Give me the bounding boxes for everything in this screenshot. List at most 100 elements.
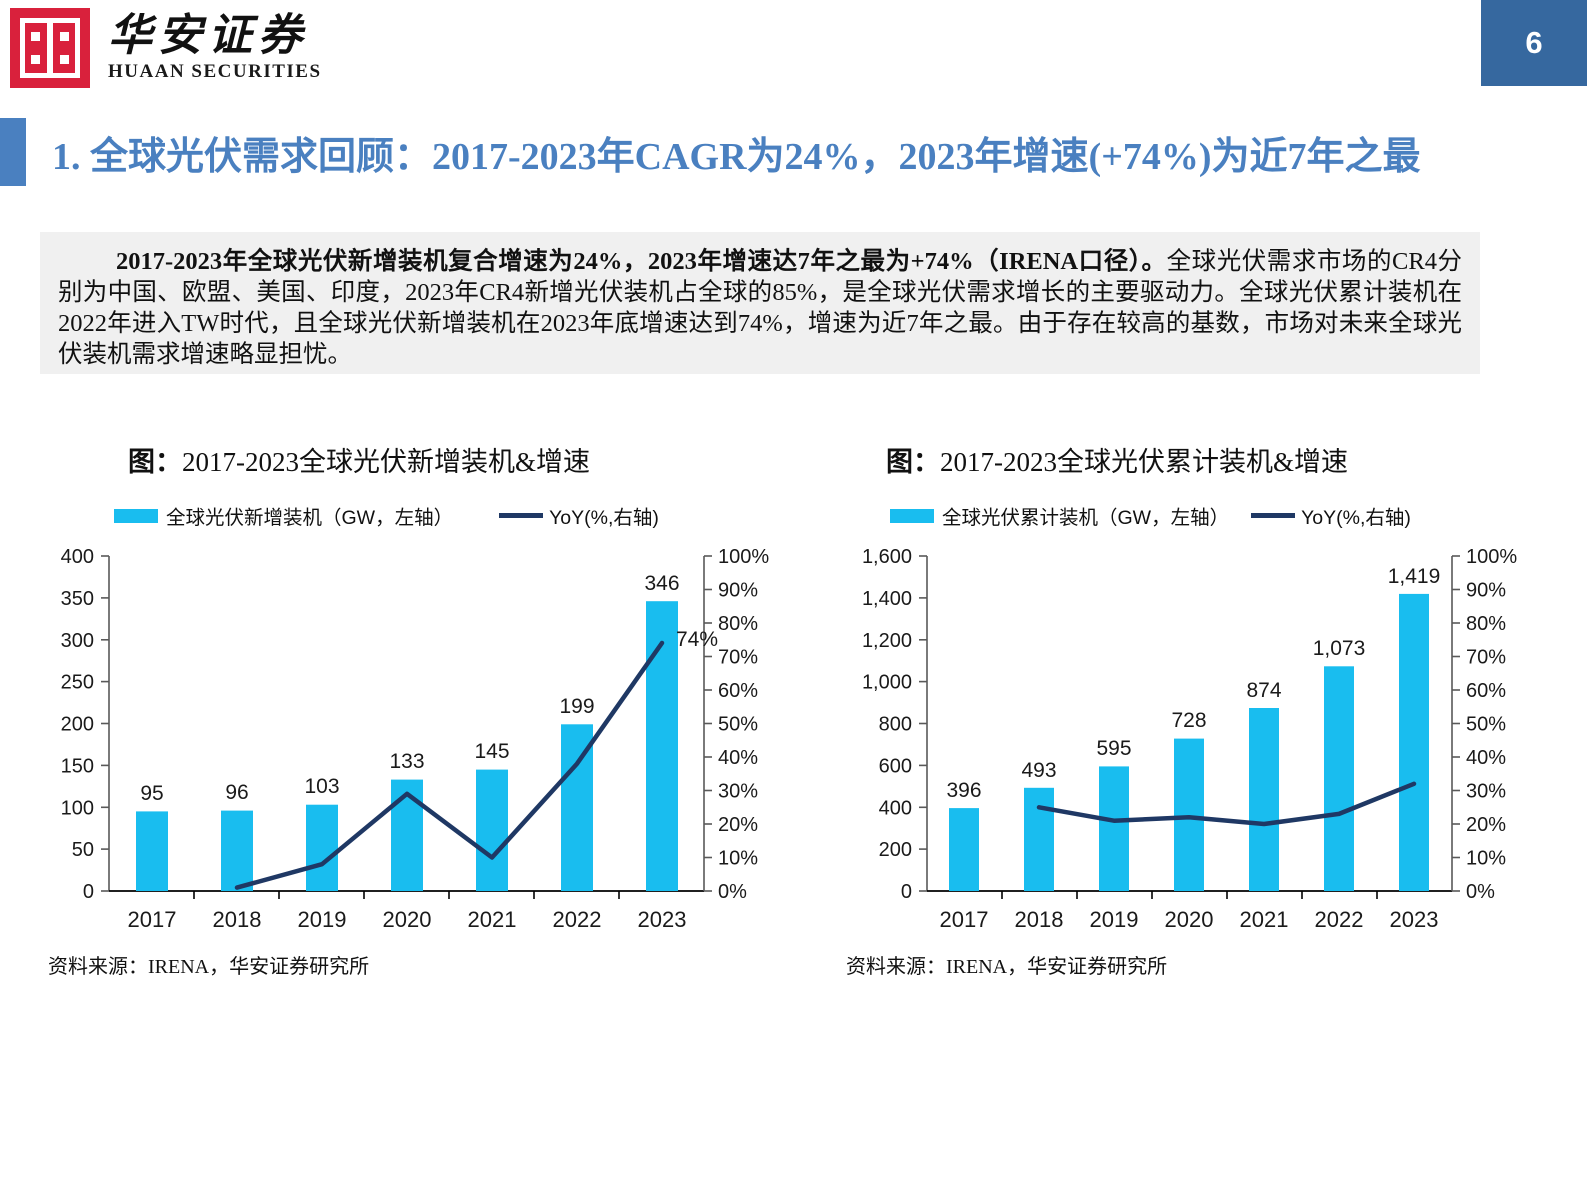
svg-text:90%: 90% (718, 580, 758, 602)
svg-text:1,200: 1,200 (862, 630, 912, 652)
svg-text:50: 50 (72, 839, 94, 861)
svg-text:2021: 2021 (468, 907, 517, 932)
legend-bar-swatch-icon (114, 508, 158, 523)
svg-text:70%: 70% (1466, 647, 1506, 669)
legend-line-label-left: YoY(%,右轴) (549, 507, 659, 529)
chart-title-left-text: 2017-2023全球光伏新增装机&增速 (182, 447, 590, 477)
bar-series-left (136, 601, 678, 891)
legend-line-swatch-icon (1251, 513, 1296, 518)
svg-text:728: 728 (1171, 709, 1206, 732)
svg-text:1,419: 1,419 (1388, 565, 1441, 588)
svg-text:874: 874 (1246, 679, 1281, 702)
svg-text:100: 100 (61, 797, 94, 819)
svg-text:1,400: 1,400 (862, 588, 912, 610)
svg-text:199: 199 (559, 695, 594, 718)
svg-text:0%: 0% (718, 881, 747, 903)
svg-text:103: 103 (304, 775, 339, 798)
svg-text:60%: 60% (1466, 680, 1506, 702)
brand-logo: 华安证券 HUAAN SECURITIES (10, 8, 322, 88)
svg-text:493: 493 (1021, 759, 1056, 782)
legend-line-swatch-icon (499, 513, 544, 518)
chart-legend-right: 全球光伏累计装机（GW，左轴） YoY(%,右轴) (812, 501, 1572, 530)
svg-text:80%: 80% (718, 613, 758, 635)
legend-bar-label-left: 全球光伏新增装机（GW，左轴） (166, 507, 454, 529)
chart-title-left-prefix: 图： (128, 447, 182, 477)
chart-title-right: 图：2017-2023全球光伏累计装机&增速 (812, 440, 1572, 479)
svg-text:300: 300 (61, 630, 94, 652)
svg-text:20%: 20% (718, 814, 758, 836)
svg-text:100%: 100% (1466, 546, 1517, 568)
svg-text:0: 0 (83, 881, 94, 903)
svg-text:200: 200 (879, 839, 912, 861)
svg-text:150: 150 (61, 755, 94, 777)
svg-text:2023: 2023 (1390, 907, 1439, 932)
svg-text:400: 400 (879, 797, 912, 819)
svg-text:2019: 2019 (298, 907, 347, 932)
svg-text:0%: 0% (1466, 881, 1495, 903)
svg-text:100%: 100% (718, 546, 769, 568)
chart-plot-left: 400 350 300 250 200 150 100 50 0 (24, 546, 784, 936)
svg-text:2023: 2023 (638, 907, 687, 932)
svg-text:60%: 60% (718, 680, 758, 702)
svg-text:2020: 2020 (1165, 907, 1214, 932)
svg-text:40%: 40% (1466, 747, 1506, 769)
x-axis-labels-right: 2017 2018 2019 2020 2021 2022 2023 (940, 907, 1439, 932)
svg-text:2017: 2017 (940, 907, 989, 932)
page-number-badge: 6 (1481, 0, 1587, 86)
svg-text:800: 800 (879, 714, 912, 736)
legend-line-label-right: YoY(%,右轴) (1301, 507, 1411, 529)
svg-text:80%: 80% (1466, 613, 1506, 635)
summary-body: 全球光伏需求市场的CR4分别为中国、欧盟、美国、印度，2023年CR4新增光伏装… (58, 248, 1462, 368)
chart-title-right-text: 2017-2023全球光伏累计装机&增速 (940, 447, 1348, 477)
huaan-logo-icon (10, 8, 90, 88)
svg-text:1,000: 1,000 (862, 672, 912, 694)
source-note-right: 资料来源：IRENA，华安证券研究所 (846, 956, 1168, 978)
svg-text:96: 96 (225, 781, 248, 804)
summary-box: 2017-2023年全球光伏新增装机复合增速为24%，2023年增速达7年之最为… (40, 232, 1480, 374)
svg-text:133: 133 (389, 750, 424, 773)
svg-text:600: 600 (879, 755, 912, 777)
svg-text:30%: 30% (1466, 781, 1506, 803)
svg-text:400: 400 (61, 546, 94, 568)
summary-lead: 2017-2023年全球光伏新增装机复合增速为24%，2023年增速达7年之最为… (116, 248, 1167, 275)
svg-text:90%: 90% (1466, 580, 1506, 602)
legend-bar-swatch-icon (890, 508, 934, 523)
slide-title-band: 1. 全球光伏需求回顾：2017-2023年CAGR为24%，2023年增速(+… (0, 118, 1587, 186)
chart-svg-left: 400 350 300 250 200 150 100 50 0 (61, 546, 770, 932)
chart-legend-left: 全球光伏新增装机（GW，左轴） YoY(%,右轴) (24, 501, 784, 530)
svg-text:2021: 2021 (1240, 907, 1289, 932)
svg-text:40%: 40% (718, 747, 758, 769)
svg-text:200: 200 (61, 714, 94, 736)
chart-title-left: 图：2017-2023全球光伏新增装机&增速 (24, 440, 784, 479)
title-accent-bar (0, 118, 26, 186)
chart-title-right-prefix: 图： (886, 447, 940, 477)
svg-text:20%: 20% (1466, 814, 1506, 836)
chart-svg-right: 1,600 1,400 1,200 1,000 800 600 400 200 … (862, 546, 1517, 932)
x-axis-labels-left: 2017 2018 2019 2020 2021 2022 2023 (128, 907, 687, 932)
bar-labels-right: 396 493 595 728 874 1,073 1,419 (946, 565, 1440, 802)
svg-text:50%: 50% (718, 714, 758, 736)
svg-text:1,600: 1,600 (862, 546, 912, 568)
chart-panel-cumulative-installs: 图：2017-2023全球光伏累计装机&增速 全球光伏累计装机（GW，左轴） Y… (812, 440, 1572, 979)
svg-text:2022: 2022 (553, 907, 602, 932)
svg-text:2019: 2019 (1090, 907, 1139, 932)
svg-text:95: 95 (140, 782, 163, 805)
chart-panel-new-installs: 图：2017-2023全球光伏新增装机&增速 全球光伏新增装机（GW，左轴） Y… (24, 440, 784, 979)
legend-bar-label-right: 全球光伏累计装机（GW，左轴） (942, 507, 1230, 529)
svg-text:2017: 2017 (128, 907, 177, 932)
svg-text:595: 595 (1096, 737, 1131, 760)
svg-text:346: 346 (644, 572, 679, 595)
svg-text:250: 250 (61, 672, 94, 694)
brand-name-cn: 华安证券 (108, 10, 308, 60)
svg-text:2020: 2020 (383, 907, 432, 932)
svg-text:350: 350 (61, 588, 94, 610)
svg-text:0: 0 (901, 881, 912, 903)
svg-text:70%: 70% (718, 647, 758, 669)
svg-text:2018: 2018 (1015, 907, 1064, 932)
line-label-left: 74% (676, 628, 718, 651)
source-note-left: 资料来源：IRENA，华安证券研究所 (48, 956, 370, 978)
line-series-right (1036, 781, 1417, 827)
svg-text:396: 396 (946, 779, 981, 802)
bar-series-right (949, 593, 1429, 891)
svg-text:145: 145 (474, 740, 509, 763)
